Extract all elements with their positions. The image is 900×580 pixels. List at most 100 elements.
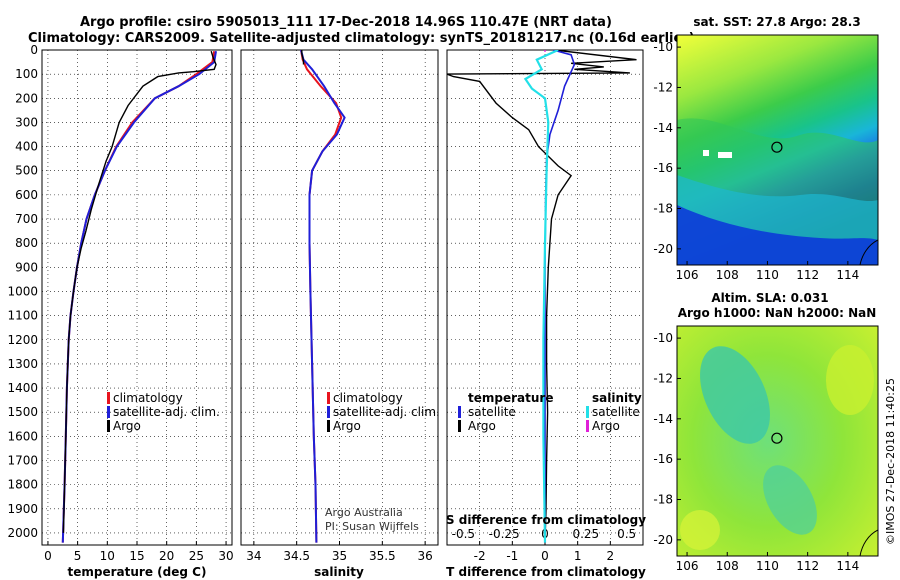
credit-pi: PI: Susan Wijffels bbox=[325, 520, 419, 533]
depth-tick-label: 1600 bbox=[7, 429, 38, 443]
longitude-tick-label: 114 bbox=[836, 268, 859, 282]
longitude-tick-label: 108 bbox=[716, 268, 739, 282]
latitude-tick-label: -14 bbox=[653, 121, 673, 135]
imos-timestamp: ©IMOS 27-Dec-2018 11:40:25 bbox=[884, 378, 897, 545]
latitude-tick-label: -14 bbox=[653, 412, 673, 426]
sst-latitude-ticks: -10 -12 -14 -16 -18 -20 bbox=[653, 40, 681, 256]
x-tick-label: 15 bbox=[129, 549, 144, 563]
depth-tick-labels: 0 100 200 300 400 500 600 700 800 900 1000 1100 1200… bbox=[7, 43, 38, 540]
longitude-tick-label: 112 bbox=[796, 559, 819, 573]
x-tick-label: -1 bbox=[506, 549, 518, 563]
temperature-x-label: temperature (deg C) bbox=[68, 565, 207, 579]
sla-high-anomaly bbox=[680, 510, 720, 550]
salinity-grid bbox=[241, 49, 438, 545]
depth-tick-label: 900 bbox=[15, 260, 38, 274]
s-difference-tick-label: 0.25 bbox=[572, 527, 599, 541]
depth-tick-label: 1400 bbox=[7, 381, 38, 395]
figure-title-line-1: Argo profile: csiro 5905013_111 17-Dec-2… bbox=[80, 15, 612, 30]
difference-panel: -2 -1 0 1 2 -0.5 -0.25 0 0.25 0.5 S difference f… bbox=[446, 49, 646, 579]
depth-tick-label: 1300 bbox=[7, 357, 38, 371]
latitude-tick-label: -18 bbox=[653, 493, 673, 507]
s-difference-tick-labels: -0.5 -0.25 0 0.25 0.5 bbox=[452, 527, 637, 541]
temperature-legend: climatology satellite-adj. clim. Argo bbox=[107, 391, 220, 433]
salinity-panel: 34 34.5 35 35.5 36 salinity climatology sate… bbox=[240, 49, 440, 579]
legend-s-satellite-label: satellite bbox=[592, 405, 640, 419]
depth-tick-label: 400 bbox=[15, 140, 38, 154]
longitude-tick-label: 114 bbox=[836, 559, 859, 573]
t-difference-tick-labels: -2 -1 0 1 2 bbox=[474, 549, 614, 563]
latitude-tick-label: -10 bbox=[653, 331, 673, 345]
latitude-tick-label: -16 bbox=[653, 161, 673, 175]
salinity-tick-labels: 34 34.5 35 35.5 36 bbox=[246, 549, 433, 563]
x-tick-label: 5 bbox=[74, 549, 82, 563]
longitude-tick-label: 110 bbox=[756, 268, 779, 282]
latitude-tick-label: -20 bbox=[653, 242, 673, 256]
temperature-panel: 0100200300400500600700800900100011001200… bbox=[7, 43, 233, 579]
temperature-argo-line bbox=[62, 50, 217, 533]
sst-missing-pixel bbox=[703, 150, 709, 156]
legend-satellite-swatch bbox=[327, 406, 330, 418]
temperature-tick-labels: 0 5 10 15 20 25 30 bbox=[44, 549, 234, 563]
salinity-satellite-line bbox=[300, 50, 346, 543]
sla-longitude-ticks: 106 108 110 112 114 bbox=[676, 552, 859, 573]
sla-map-title-line-1: Altim. SLA: 0.031 bbox=[711, 291, 828, 305]
depth-tick-label: 800 bbox=[15, 236, 38, 250]
s-difference-x-label: S difference from climatology bbox=[446, 513, 646, 527]
depth-tick-label: 100 bbox=[15, 67, 38, 81]
legend-argo-swatch bbox=[107, 420, 110, 432]
legend-t-satellite-swatch bbox=[458, 406, 461, 418]
salinity-x-label: salinity bbox=[314, 565, 364, 579]
depth-tick-label: 1200 bbox=[7, 333, 38, 347]
legend-t-argo-label: Argo bbox=[468, 419, 496, 433]
salinity-climatology-line bbox=[300, 50, 343, 543]
depth-tick-label: 200 bbox=[15, 91, 38, 105]
figure-title-line-2: Climatology: CARS2009. Satellite-adjuste… bbox=[28, 31, 695, 46]
legend-t-argo-swatch bbox=[458, 420, 461, 432]
depth-tick-label: 700 bbox=[15, 212, 38, 226]
x-tick-label: 35.5 bbox=[369, 549, 396, 563]
s-difference-satellite-line bbox=[523, 50, 559, 543]
longitude-tick-label: 112 bbox=[796, 268, 819, 282]
s-difference-tick-label: -0.5 bbox=[452, 527, 475, 541]
temperature-satellite-line bbox=[61, 51, 217, 543]
legend-climatology-label: climatology bbox=[113, 391, 183, 405]
depth-tick-label: 600 bbox=[15, 188, 38, 202]
sst-missing-pixel bbox=[718, 152, 732, 158]
depth-tick-label: 0 bbox=[30, 43, 38, 57]
legend-s-argo-label: Argo bbox=[592, 419, 620, 433]
depth-tick-label: 1100 bbox=[7, 309, 38, 323]
longitude-tick-label: 108 bbox=[716, 559, 739, 573]
argo-position-marker bbox=[771, 432, 783, 444]
x-tick-label: 2 bbox=[607, 549, 615, 563]
x-tick-label: 10 bbox=[100, 549, 115, 563]
legend-climatology-label: climatology bbox=[333, 391, 403, 405]
legend-salinity-title: salinity bbox=[592, 391, 642, 405]
temperature-axes-frame bbox=[41, 49, 233, 546]
depth-tick-label: 1700 bbox=[7, 453, 38, 467]
x-tick-label: 20 bbox=[159, 549, 174, 563]
legend-temperature-title: temperature bbox=[468, 391, 553, 405]
sla-map-frame bbox=[676, 325, 879, 557]
longitude-tick-label: 110 bbox=[756, 559, 779, 573]
sst-map-frame bbox=[676, 34, 879, 266]
legend-s-satellite-swatch bbox=[586, 406, 589, 418]
sst-longitude-ticks: 106 108 110 112 114 bbox=[676, 261, 859, 282]
sla-coastline bbox=[859, 529, 878, 556]
legend-satellite-label: satellite-adj. clim. bbox=[333, 405, 440, 419]
depth-tick-label: 500 bbox=[15, 164, 38, 178]
legend-climatology-swatch bbox=[327, 392, 330, 404]
x-tick-label: 34 bbox=[246, 549, 261, 563]
latitude-tick-label: -18 bbox=[653, 202, 673, 216]
x-tick-label: 1 bbox=[574, 549, 582, 563]
salinity-axes-frame bbox=[240, 49, 439, 546]
sla-high-anomaly bbox=[826, 345, 874, 415]
depth-tick-label: 1900 bbox=[7, 502, 38, 516]
sla-map: Altim. SLA: 0.031 Argo h1000: NaN h2000:… bbox=[653, 291, 879, 573]
sst-cold-band bbox=[677, 205, 878, 265]
legend-satellite-label: satellite-adj. clim. bbox=[113, 405, 220, 419]
t-difference-satellite-line bbox=[544, 50, 576, 543]
sla-low-anomaly bbox=[763, 465, 817, 535]
salinity-argo-line bbox=[301, 50, 305, 65]
x-tick-label: 0 bbox=[44, 549, 52, 563]
sst-map-title: sat. SST: 27.8 Argo: 28.3 bbox=[693, 15, 860, 29]
